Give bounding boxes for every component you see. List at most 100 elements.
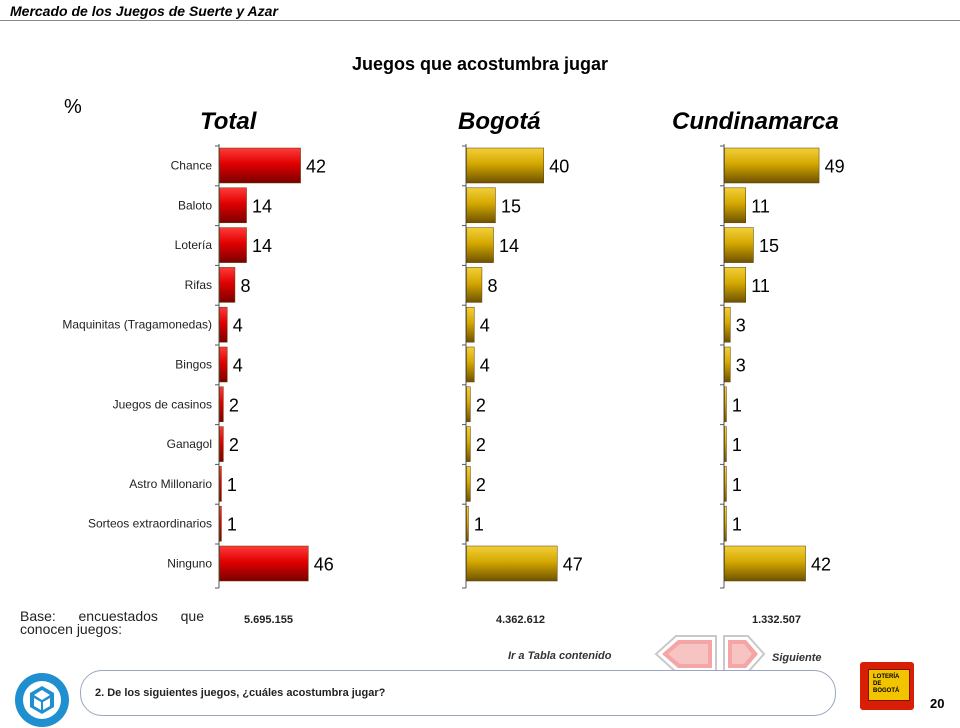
data-label: 1	[732, 515, 742, 535]
bar	[724, 466, 727, 502]
bar	[219, 306, 228, 343]
bar	[466, 466, 471, 502]
data-label: 8	[487, 276, 497, 296]
panel-title-total: Total	[200, 108, 257, 135]
bar	[219, 227, 247, 263]
data-label: 2	[476, 435, 486, 455]
data-label: 42	[811, 555, 831, 575]
data-label: 2	[476, 395, 486, 415]
bar	[724, 386, 727, 423]
data-label: 1	[227, 475, 237, 495]
data-label: 11	[751, 196, 770, 216]
bar	[724, 346, 731, 383]
data-label: 2	[476, 475, 486, 495]
bar	[724, 147, 820, 184]
bar	[219, 466, 222, 502]
bar	[724, 545, 806, 582]
data-label: 1	[732, 475, 742, 495]
category-label: Baloto	[178, 198, 212, 212]
category-label: Chance	[171, 159, 213, 173]
data-label: 4	[233, 356, 243, 376]
bar	[724, 505, 727, 542]
bar	[466, 147, 544, 184]
bar	[466, 426, 471, 462]
data-label: 1	[732, 435, 742, 455]
data-label: 15	[501, 196, 521, 216]
category-label: Astro Millonario	[129, 477, 212, 491]
data-label: 47	[563, 555, 583, 575]
data-label: 1	[474, 515, 484, 535]
data-label: 40	[549, 157, 569, 177]
category-label: Bingos	[175, 358, 212, 372]
category-label: Juegos de casinos	[113, 397, 212, 411]
loteria-logo-text: LOTERÍA DE BOGOTÁ	[873, 674, 900, 694]
data-label: 4	[480, 356, 490, 376]
data-label: 1	[227, 515, 237, 535]
data-label: 11	[751, 276, 770, 296]
data-label: 42	[306, 157, 326, 177]
data-label: 15	[759, 236, 779, 256]
data-label: 14	[499, 236, 519, 256]
data-label: 4	[233, 316, 243, 336]
bar	[724, 426, 727, 462]
next-link[interactable]: Siguiente	[772, 652, 822, 664]
bar	[466, 267, 483, 303]
bar	[466, 187, 496, 224]
panel-title-cundinamarca: Cundinamarca	[672, 108, 839, 135]
category-label: Rifas	[185, 278, 212, 292]
data-label: 49	[825, 157, 845, 177]
bar	[219, 346, 228, 383]
bar	[466, 227, 494, 263]
bar	[724, 227, 754, 263]
base-value-bogota: 4.362.612	[496, 614, 545, 626]
data-label: 3	[736, 316, 746, 336]
bogota-logo-icon	[15, 673, 69, 727]
data-label: 2	[229, 395, 239, 415]
bar	[219, 545, 309, 582]
data-label: 4	[480, 316, 490, 336]
bar	[219, 386, 224, 423]
page-title: Juegos que acostumbra jugar	[351, 54, 609, 74]
data-label: 8	[240, 276, 250, 296]
category-label: Maquinitas (Tragamonedas)	[62, 318, 212, 332]
bar	[466, 386, 471, 423]
toc-link[interactable]: Ir a Tabla contenido	[508, 650, 612, 662]
bar	[219, 187, 247, 224]
loteria-logo-inner: LOTERÍA DE BOGOTÁ	[868, 669, 910, 701]
category-label: Ganagol	[167, 437, 212, 451]
bar	[724, 267, 746, 303]
back-arrow-icon[interactable]	[652, 634, 718, 674]
data-label: 46	[314, 555, 334, 575]
bar	[219, 147, 301, 184]
data-label: 2	[229, 435, 239, 455]
bar	[724, 187, 746, 224]
loteria-logo: LOTERÍA DE BOGOTÁ	[860, 662, 914, 710]
category-label: Ninguno	[167, 557, 212, 571]
bar	[466, 346, 475, 383]
data-label: 14	[252, 236, 272, 256]
data-label: 1	[732, 395, 742, 415]
base-value-total: 5.695.155	[244, 614, 293, 626]
bar	[466, 306, 475, 343]
bar	[466, 545, 558, 582]
header-divider	[0, 20, 960, 21]
page-number: 20	[930, 696, 945, 711]
panel-title-bogota: Bogotá	[458, 108, 541, 135]
question-text: 2. De los siguientes juegos, ¿cuáles aco…	[95, 687, 386, 699]
bar	[724, 306, 731, 343]
category-label: Sorteos extraordinarios	[88, 517, 212, 531]
question-box: 2. De los siguientes juegos, ¿cuáles aco…	[80, 670, 836, 716]
bar	[466, 505, 469, 542]
bar	[219, 267, 236, 303]
header-title: Mercado de los Juegos de Suerte y Azar	[10, 3, 278, 19]
next-arrow-icon[interactable]	[722, 634, 766, 674]
data-label: 14	[252, 196, 272, 216]
category-label: Lotería	[175, 238, 213, 252]
percent-label: %	[64, 96, 82, 118]
data-label: 3	[736, 356, 746, 376]
bar	[219, 426, 224, 462]
base-value-cundinamarca: 1.332.507	[752, 614, 801, 626]
bar	[219, 505, 222, 542]
base-label: Base: encuestados que conocen juegos:	[20, 608, 204, 637]
